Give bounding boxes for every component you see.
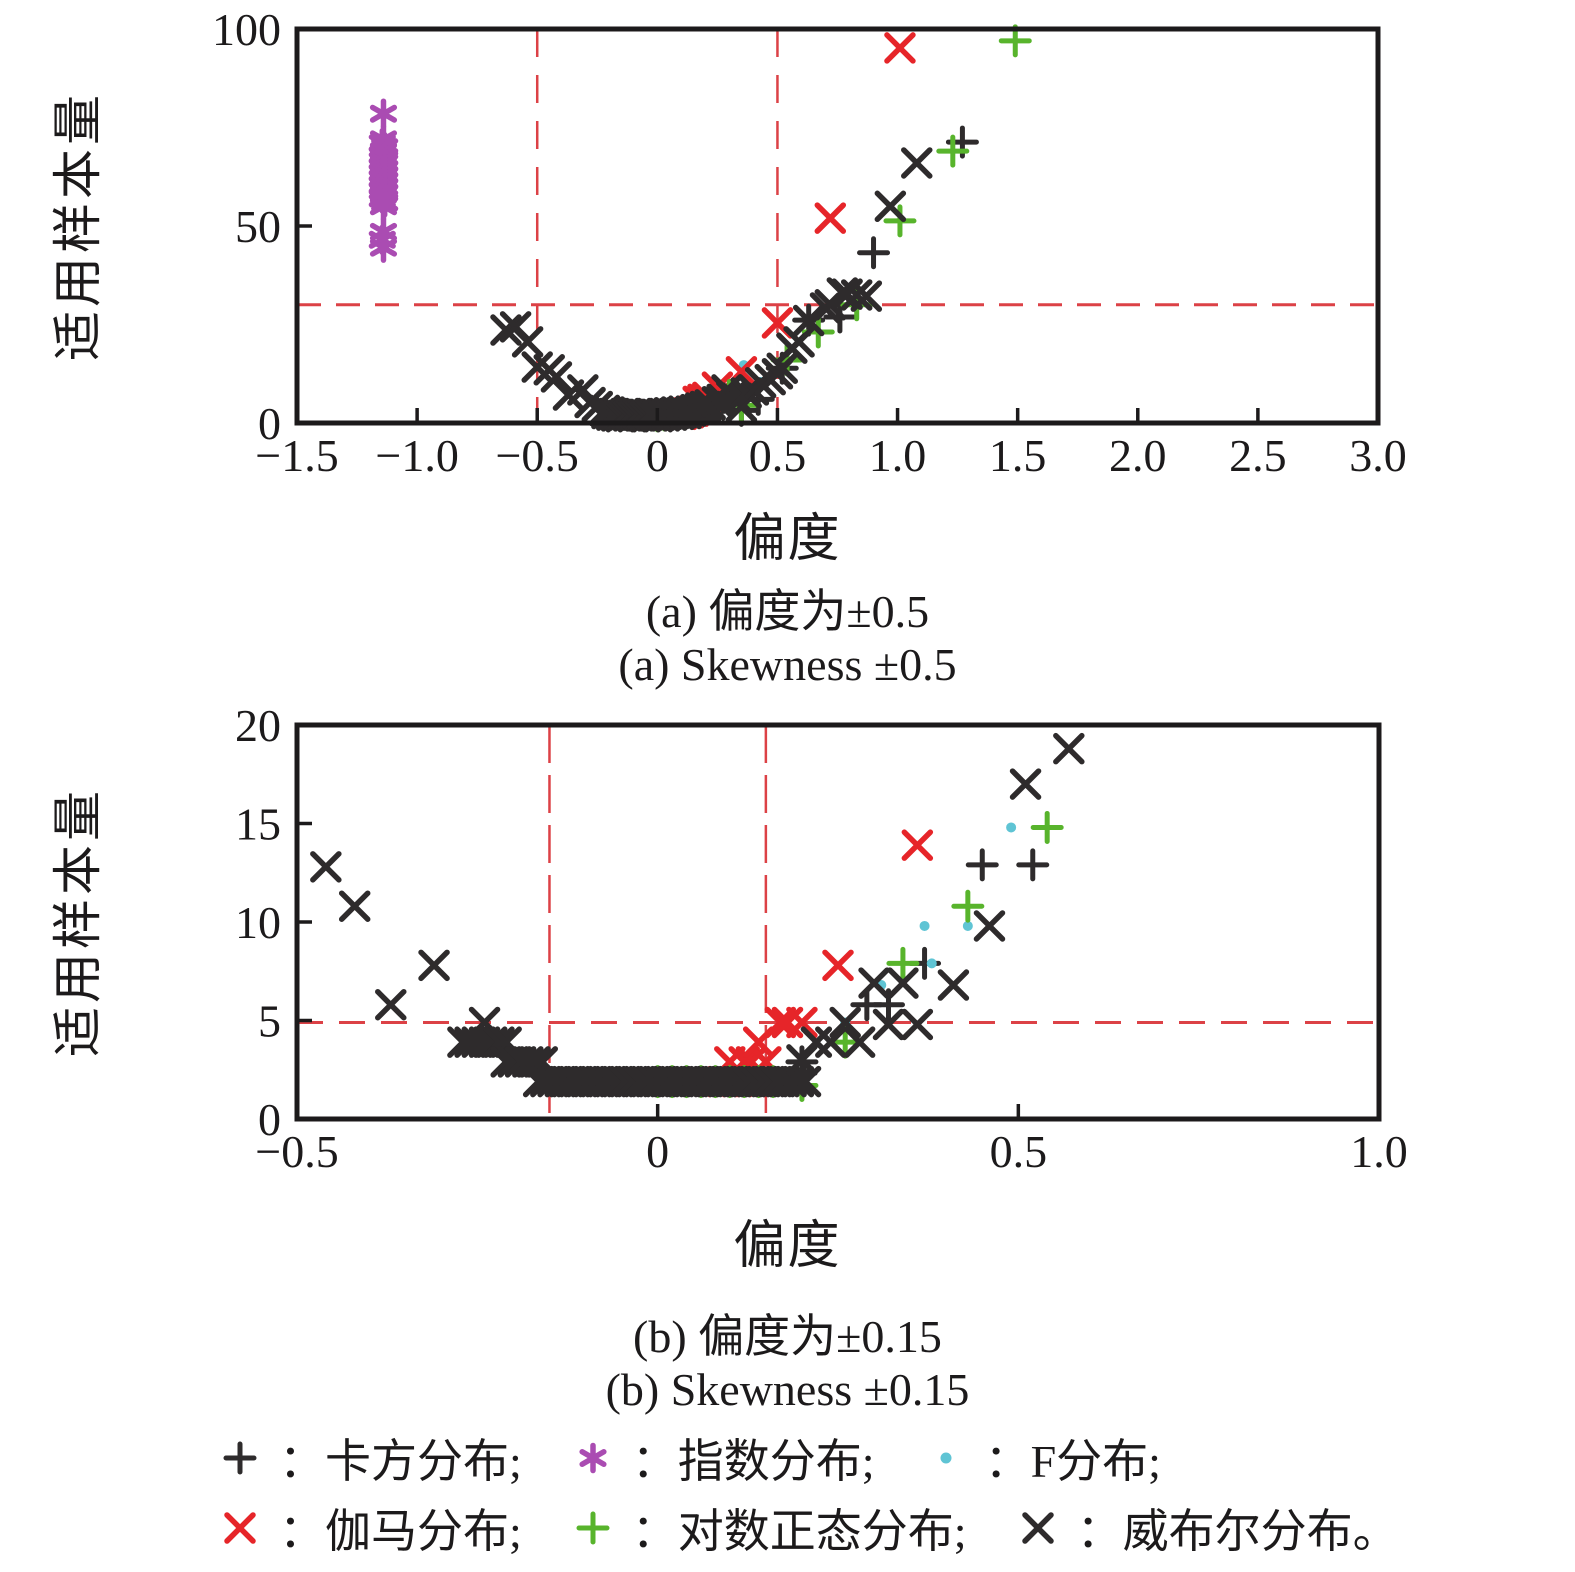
legend-row-1: ：卡方分布; ：指数分布; ：F分布;	[215, 1428, 1555, 1488]
y-tick-label: 10	[235, 897, 281, 948]
legend-item-chi-square: ：卡方分布;	[215, 1425, 522, 1491]
plot-a: −1.5 −1.0 −0.5 0 0.5 1.0 1.5 2.0 2.5 3.0 0 50 100	[212, 4, 1407, 481]
series-对数正态分布	[640, 24, 1032, 433]
weibull-x-icon	[1013, 1503, 1063, 1553]
plot-a-caption-zh: (a) 偏度为±0.5	[645, 586, 930, 637]
legend-item-weibull: ：威布尔分布。	[1013, 1495, 1399, 1561]
y-tick-label: 0	[258, 1094, 281, 1145]
y-tick-label: 0	[258, 398, 281, 449]
x-tick-label: −1.5	[255, 430, 338, 481]
series-对数正态分布	[641, 810, 1064, 1103]
legend-label: ：对数正态分布;	[631, 1506, 967, 1557]
legend-item-lognormal: ：对数正态分布;	[568, 1495, 967, 1561]
plot-a-y-axis-label: 适用样本量	[50, 91, 106, 361]
x-tick-label: 0.5	[990, 1126, 1048, 1177]
lognormal-plus-icon	[568, 1503, 618, 1553]
legend-row-2: ：伽马分布; ：对数正态分布; ：威布尔分布。	[215, 1498, 1555, 1558]
y-tick-label: 20	[235, 700, 281, 751]
series-威布尔分布	[310, 732, 1085, 1098]
y-tick-label: 50	[235, 201, 281, 252]
chi-square-plus-icon	[215, 1433, 265, 1483]
legend-label: ：指数分布;	[631, 1436, 875, 1487]
x-tick-label: 1.0	[869, 430, 927, 481]
x-tick-label: 1.5	[989, 430, 1047, 481]
legend-label: ：卡方分布;	[279, 1436, 522, 1487]
x-tick-label: 3.0	[1349, 430, 1407, 481]
series-威布尔分布	[490, 147, 933, 433]
legend-label: ：F分布;	[984, 1436, 1161, 1487]
y-tick-label: 5	[258, 996, 281, 1047]
axes-frame	[294, 722, 1382, 1122]
x-tick-label: −0.5	[255, 1126, 338, 1177]
plot-a-x-axis-label: 偏度	[733, 511, 842, 568]
x-tick-label: −0.5	[495, 430, 578, 481]
x-tick-label: 0	[646, 1126, 669, 1177]
legend-item-f-distribution: ：F分布;	[921, 1425, 1161, 1491]
plot-a-caption-en: (a) Skewness ±0.5	[618, 639, 957, 690]
f-distribution-dot-icon	[921, 1433, 971, 1483]
gamma-x-icon	[215, 1503, 265, 1553]
x-tick-label: 2.0	[1109, 430, 1167, 481]
y-tick-label: 100	[212, 4, 281, 55]
x-tick-label: 0.5	[749, 430, 807, 481]
plot-b-caption-en: (b) Skewness ±0.15	[605, 1364, 970, 1415]
plot-b-y-axis-label: 适用样本量	[50, 787, 106, 1057]
legend-item-exponential: ：指数分布;	[568, 1425, 875, 1491]
plot-b-x-axis-label: 偏度	[733, 1218, 842, 1275]
x-tick-label: 1.0	[1350, 1126, 1408, 1177]
exponential-asterisk-icon	[568, 1433, 618, 1483]
legend-label: ：威布尔分布。	[1076, 1506, 1399, 1557]
legend-item-gamma: ：伽马分布;	[215, 1495, 522, 1561]
series-指数分布	[368, 98, 399, 263]
x-tick-label: 0	[646, 430, 669, 481]
x-tick-label: −1.0	[375, 430, 458, 481]
y-tick-label: 15	[235, 799, 281, 850]
legend-label: ：伽马分布;	[279, 1506, 522, 1557]
plot-b-caption-zh: (b) 偏度为±0.15	[633, 1311, 942, 1362]
x-tick-label: 2.5	[1229, 430, 1287, 481]
